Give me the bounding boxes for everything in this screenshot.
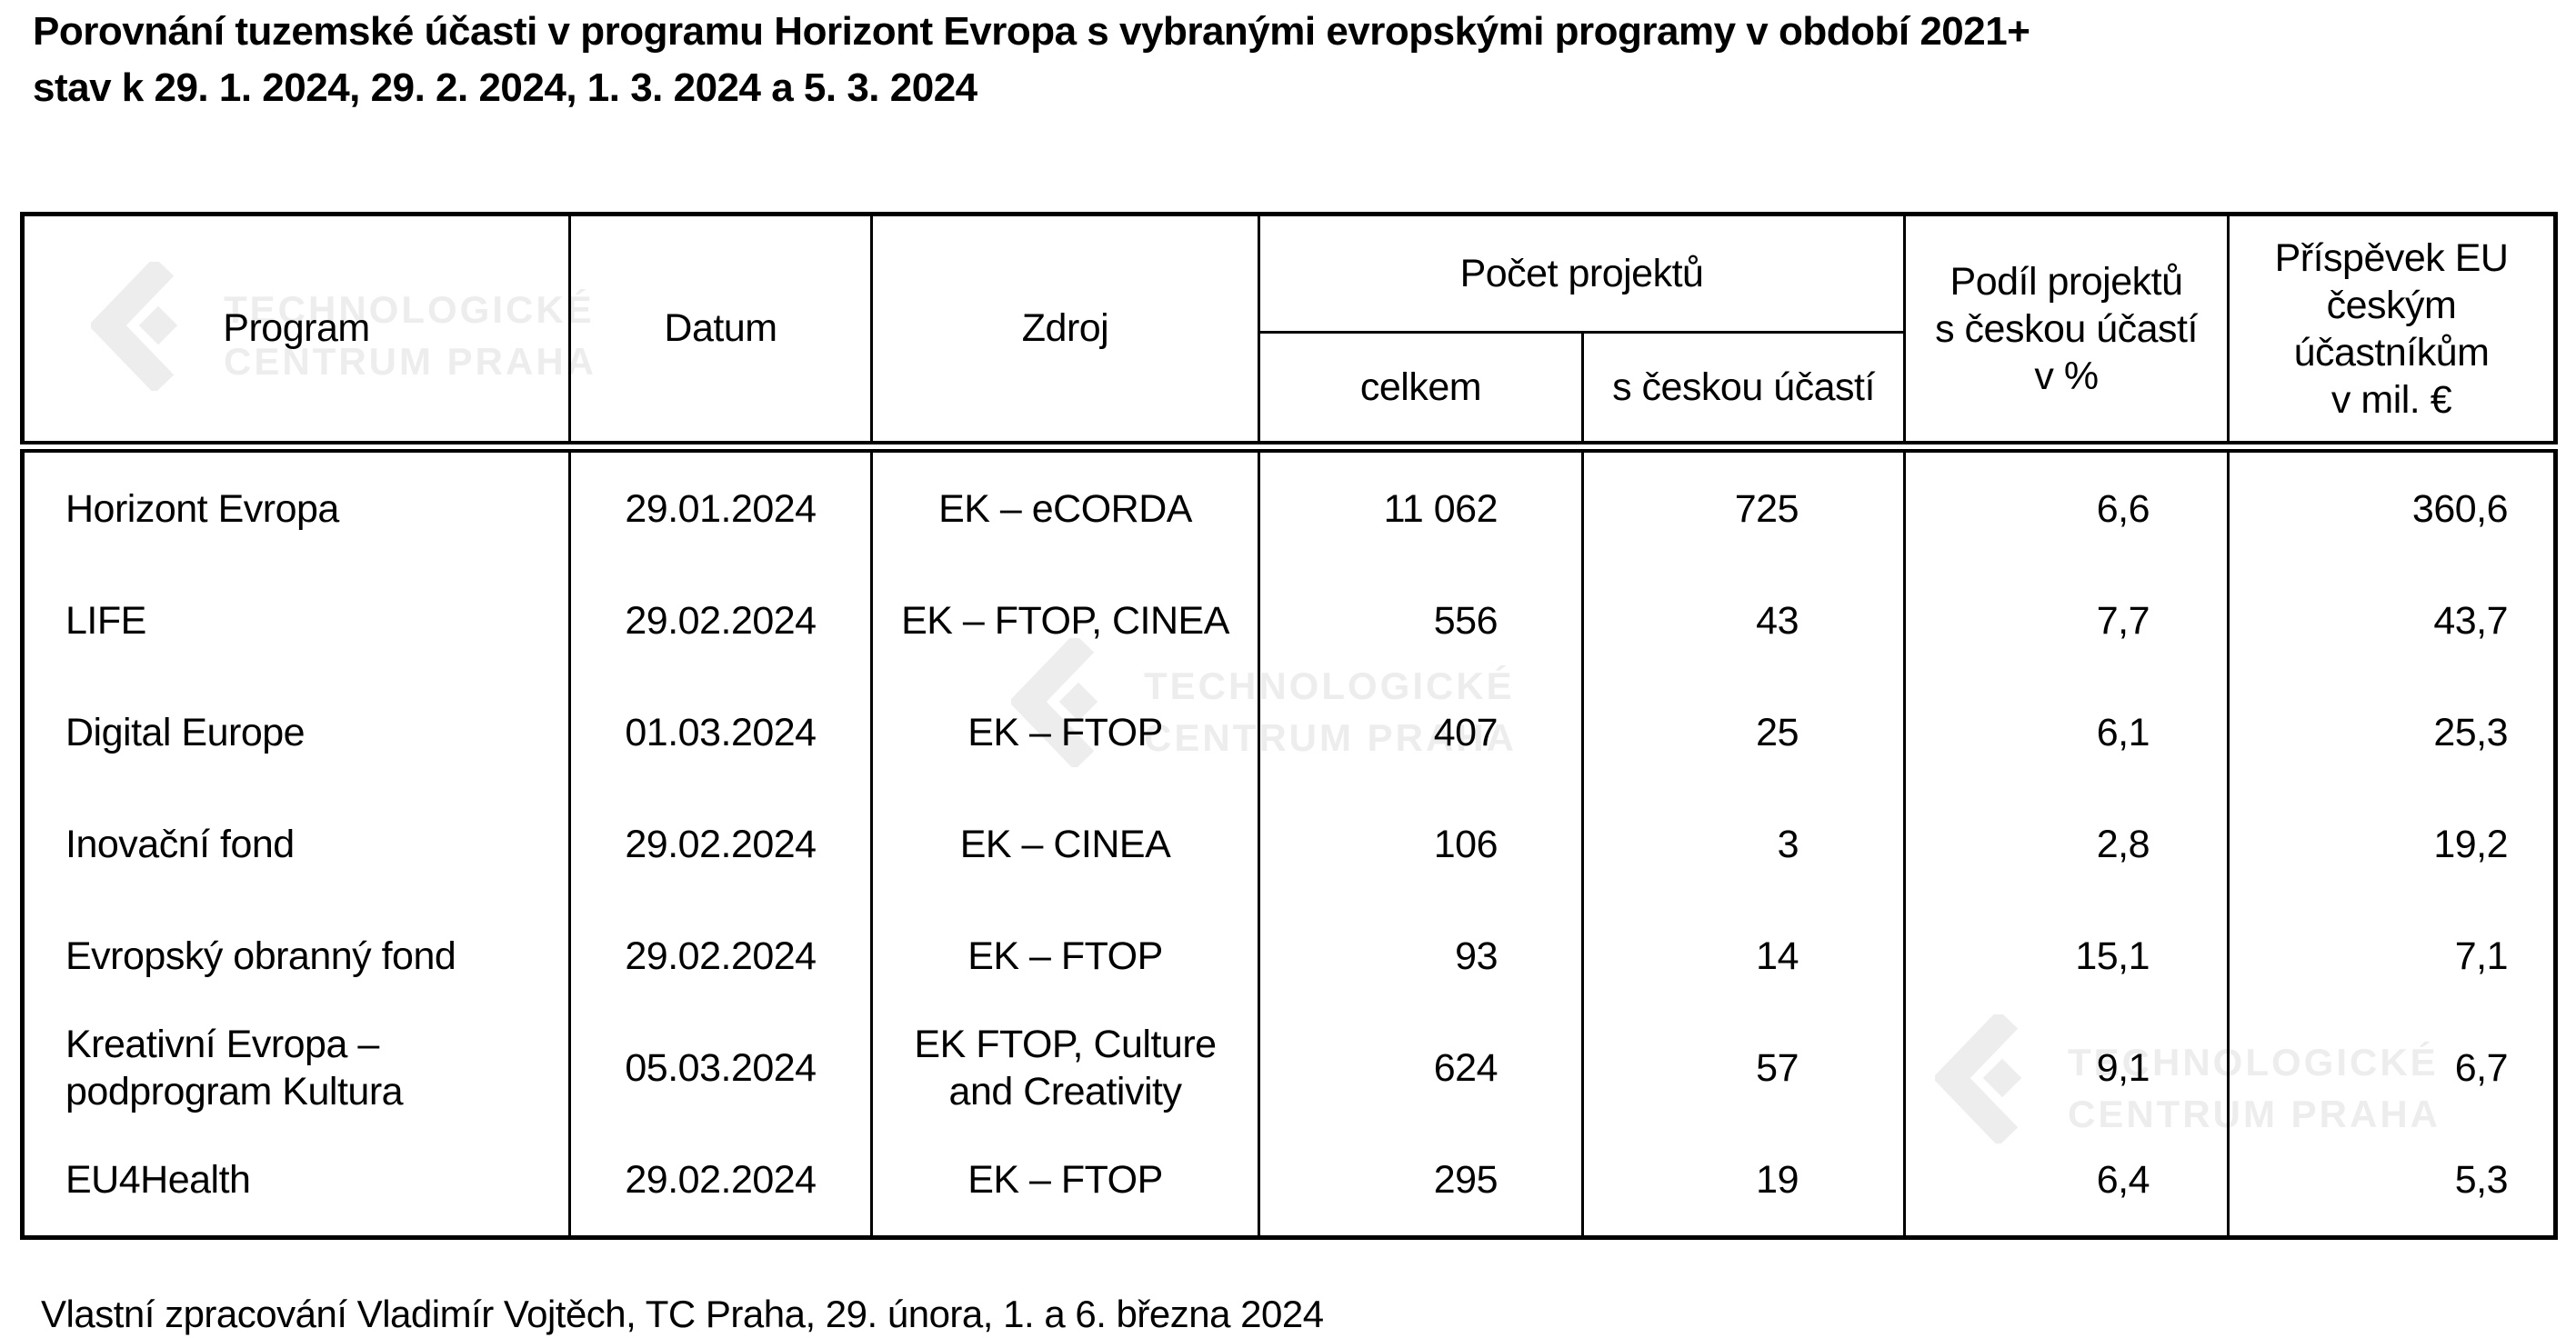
cell-podil: 9,1 (1903, 1012, 2230, 1123)
cell-prispevek: 7,1 (2227, 900, 2558, 1012)
cell-s-ceskou-ucasti: 57 (1580, 1012, 1907, 1123)
cell-s-ceskou-ucasti: 25 (1580, 676, 1907, 788)
col-header-pocet-projektu: Počet projektů (1257, 214, 1907, 334)
cell-podil: 6,1 (1903, 676, 2230, 788)
col-header-datum: Datum (568, 214, 873, 453)
cell-celkem: 106 (1258, 788, 1584, 900)
cell-datum: 29.01.2024 (568, 446, 873, 564)
cell-datum: 29.02.2024 (568, 788, 873, 900)
table-row: Inovační fond 29.02.2024 EK – CINEA 106 … (21, 788, 2558, 900)
cell-prispevek: 43,7 (2227, 564, 2558, 676)
cell-prispevek: 5,3 (2227, 1123, 2558, 1238)
col-header-program: Program (21, 214, 571, 453)
col-header-podil: Podíl projektů s českou účastí v % (1903, 214, 2230, 453)
cell-zdroj: EK – FTOP (870, 676, 1260, 788)
cell-celkem: 624 (1258, 1012, 1584, 1123)
col-header-zdroj: Zdroj (870, 214, 1260, 453)
col-header-celkem: celkem (1258, 332, 1584, 453)
cell-datum: 05.03.2024 (568, 1012, 873, 1123)
cell-program: LIFE (21, 564, 571, 676)
cell-program: Digital Europe (21, 676, 571, 788)
cell-prispevek: 25,3 (2227, 676, 2558, 788)
cell-s-ceskou-ucasti: 43 (1580, 564, 1907, 676)
cell-prispevek: 360,6 (2227, 446, 2558, 564)
cell-s-ceskou-ucasti: 3 (1580, 788, 1907, 900)
cell-celkem: 295 (1258, 1123, 1584, 1238)
table-row: Evropský obranný fond 29.02.2024 EK – FT… (21, 900, 2558, 1012)
cell-podil: 2,8 (1903, 788, 2230, 900)
cell-s-ceskou-ucasti: 19 (1580, 1123, 1907, 1238)
cell-datum: 29.02.2024 (568, 1123, 873, 1238)
cell-prispevek: 19,2 (2227, 788, 2558, 900)
page-title-line1: Porovnání tuzemské účasti v programu Hor… (33, 9, 2030, 54)
table-row: Digital Europe 01.03.2024 EK – FTOP 407 … (21, 676, 2558, 788)
cell-zdroj: EK FTOP, Culture and Creativity (870, 1012, 1260, 1123)
cell-program: EU4Health (21, 1123, 571, 1238)
cell-program: Kreativní Evropa – podprogram Kultura (21, 1012, 571, 1123)
header-row-1: Program Datum Zdroj Počet projektů Podíl… (21, 214, 2558, 453)
cell-s-ceskou-ucasti: 14 (1580, 900, 1907, 1012)
cell-podil: 6,4 (1903, 1123, 2230, 1238)
page-title-line2: stav k 29. 1. 2024, 29. 2. 2024, 1. 3. 2… (33, 65, 977, 110)
cell-podil: 6,6 (1903, 446, 2230, 564)
cell-datum: 01.03.2024 (568, 676, 873, 788)
cell-zdroj: EK – eCORDA (870, 446, 1260, 564)
cell-datum: 29.02.2024 (568, 900, 873, 1012)
cell-s-ceskou-ucasti: 725 (1580, 446, 1907, 564)
table-row: Kreativní Evropa – podprogram Kultura 05… (21, 1012, 2558, 1123)
col-header-prispevek: Příspěvek EU českým účastníkům v mil. € (2227, 214, 2558, 453)
header-row-2: celkem s českou účastí (23, 332, 2556, 453)
source-note: Vlastní zpracování Vladimír Vojtěch, TC … (41, 1293, 1324, 1335)
table-row: EU4Health 29.02.2024 EK – FTOP 295 19 6,… (21, 1123, 2558, 1238)
cell-podil: 7,7 (1903, 564, 2230, 676)
cell-celkem: 11 062 (1258, 446, 1584, 564)
cell-datum: 29.02.2024 (568, 564, 873, 676)
table-row: LIFE 29.02.2024 EK – FTOP, CINEA 556 43 … (21, 564, 2558, 676)
cell-celkem: 556 (1258, 564, 1584, 676)
cell-zdroj: EK – FTOP, CINEA (870, 564, 1260, 676)
cell-prispevek: 6,7 (2227, 1012, 2558, 1123)
cell-zdroj: EK – FTOP (870, 900, 1260, 1012)
cell-podil: 15,1 (1903, 900, 2230, 1012)
comparison-table: Program Datum Zdroj Počet projektů Podíl… (20, 212, 2559, 1240)
cell-program: Evropský obranný fond (21, 900, 571, 1012)
cell-celkem: 93 (1258, 900, 1584, 1012)
col-header-s-ceskou-ucasti: s českou účastí (1580, 332, 1907, 453)
cell-zdroj: EK – FTOP (870, 1123, 1260, 1238)
cell-zdroj: EK – CINEA (870, 788, 1260, 900)
cell-program: Inovační fond (21, 788, 571, 900)
table-row: Horizont Evropa 29.01.2024 EK – eCORDA 1… (21, 446, 2558, 564)
cell-program: Horizont Evropa (21, 446, 571, 564)
page-title: Porovnání tuzemské účasti v programu Hor… (33, 4, 2030, 116)
cell-celkem: 407 (1258, 676, 1584, 788)
